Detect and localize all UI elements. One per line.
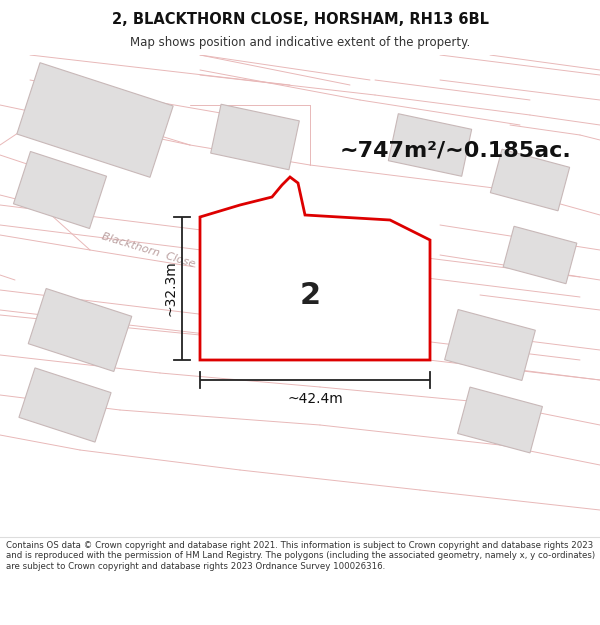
Polygon shape xyxy=(490,149,569,211)
Text: 2: 2 xyxy=(299,281,320,309)
Polygon shape xyxy=(13,151,107,229)
Polygon shape xyxy=(458,387,542,453)
Polygon shape xyxy=(388,114,472,176)
Text: Map shows position and indicative extent of the property.: Map shows position and indicative extent… xyxy=(130,36,470,49)
Polygon shape xyxy=(19,368,111,442)
Polygon shape xyxy=(445,309,535,381)
Text: 2, BLACKTHORN CLOSE, HORSHAM, RH13 6BL: 2, BLACKTHORN CLOSE, HORSHAM, RH13 6BL xyxy=(112,12,488,27)
Polygon shape xyxy=(200,177,430,360)
Polygon shape xyxy=(17,62,173,178)
Text: ~32.3m: ~32.3m xyxy=(163,261,177,316)
Text: ~747m²/~0.185ac.: ~747m²/~0.185ac. xyxy=(340,140,572,160)
Polygon shape xyxy=(503,226,577,284)
Text: Contains OS data © Crown copyright and database right 2021. This information is : Contains OS data © Crown copyright and d… xyxy=(6,541,595,571)
Text: ~42.4m: ~42.4m xyxy=(287,392,343,406)
Polygon shape xyxy=(211,104,299,170)
Text: Blackthorn  Close: Blackthorn Close xyxy=(100,231,196,269)
Polygon shape xyxy=(28,289,132,371)
